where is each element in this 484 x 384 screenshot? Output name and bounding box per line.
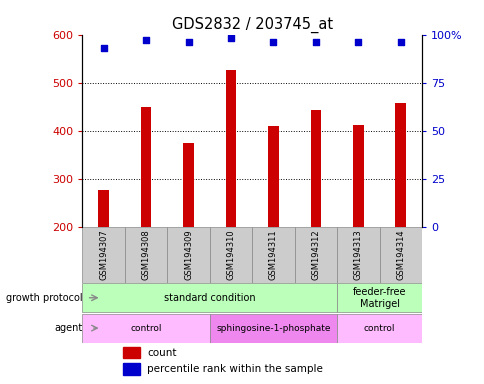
Bar bbox=[123, 346, 140, 358]
Point bbox=[354, 39, 362, 45]
Bar bbox=[183, 142, 194, 227]
Text: GSM194313: GSM194313 bbox=[353, 230, 362, 280]
Bar bbox=[82, 313, 209, 343]
Text: feeder-free
Matrigel: feeder-free Matrigel bbox=[352, 287, 406, 309]
Point bbox=[269, 39, 277, 45]
Bar bbox=[125, 227, 167, 283]
Text: growth protocol: growth protocol bbox=[6, 293, 83, 303]
Point bbox=[311, 39, 319, 45]
Text: count: count bbox=[147, 348, 176, 358]
Bar bbox=[352, 125, 363, 227]
Bar bbox=[167, 227, 209, 283]
Bar bbox=[209, 313, 336, 343]
Bar bbox=[336, 283, 421, 312]
Text: sphingosine-1-phosphate: sphingosine-1-phosphate bbox=[216, 324, 330, 333]
Bar bbox=[82, 283, 336, 312]
Point bbox=[100, 45, 107, 51]
Bar bbox=[123, 363, 140, 375]
Text: GSM194312: GSM194312 bbox=[311, 230, 320, 280]
Bar bbox=[394, 103, 405, 227]
Text: control: control bbox=[363, 324, 394, 333]
Bar bbox=[209, 227, 252, 283]
Bar bbox=[268, 126, 278, 227]
Text: agent: agent bbox=[55, 323, 83, 333]
Bar bbox=[140, 108, 151, 227]
Text: standard condition: standard condition bbox=[164, 293, 255, 303]
Bar bbox=[225, 70, 236, 227]
Bar bbox=[336, 227, 378, 283]
Bar bbox=[310, 110, 320, 227]
Text: GSM194307: GSM194307 bbox=[99, 230, 108, 280]
Bar bbox=[336, 313, 421, 343]
Point bbox=[227, 35, 234, 41]
Text: GSM194308: GSM194308 bbox=[141, 230, 151, 280]
Title: GDS2832 / 203745_at: GDS2832 / 203745_at bbox=[171, 17, 332, 33]
Bar bbox=[378, 227, 421, 283]
Point bbox=[184, 39, 192, 45]
Point bbox=[396, 39, 404, 45]
Text: GSM194311: GSM194311 bbox=[268, 230, 277, 280]
Text: control: control bbox=[130, 324, 162, 333]
Text: percentile rank within the sample: percentile rank within the sample bbox=[147, 364, 322, 374]
Bar bbox=[98, 190, 109, 227]
Text: GSM194309: GSM194309 bbox=[183, 230, 193, 280]
Point bbox=[142, 37, 150, 43]
Text: GSM194314: GSM194314 bbox=[395, 230, 405, 280]
Text: GSM194310: GSM194310 bbox=[226, 230, 235, 280]
Bar bbox=[294, 227, 336, 283]
Bar bbox=[252, 227, 294, 283]
Bar bbox=[82, 227, 125, 283]
